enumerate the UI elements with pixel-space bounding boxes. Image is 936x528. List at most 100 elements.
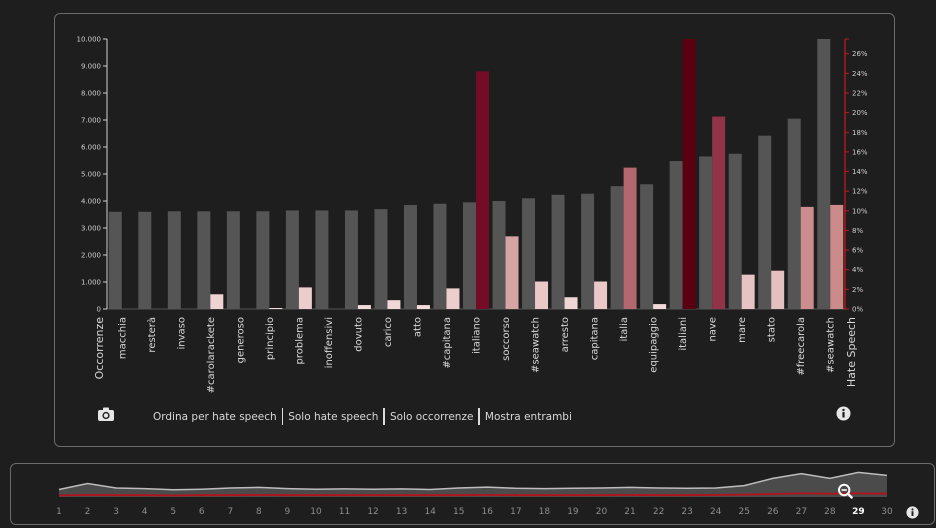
only-hate-button[interactable]: Solo hate speech <box>288 410 379 423</box>
x-tick-label: #seawatch <box>531 317 542 373</box>
x-tick-label: italia <box>619 317 630 342</box>
timeline-tick-label: 4 <box>142 507 148 517</box>
hate-bar <box>830 204 844 309</box>
sort-hate-button[interactable]: Ordina per hate speech <box>153 410 277 423</box>
occurrence-bar <box>433 203 447 309</box>
y-tick-label-right: 14% <box>852 168 868 176</box>
timeline-tick-label: 26 <box>767 507 779 517</box>
y-tick-label-right: 4% <box>852 266 863 274</box>
x-tick-label: nave <box>708 317 719 342</box>
y-tick-label-right: 6% <box>852 247 863 255</box>
zoom-handle <box>846 492 853 499</box>
y-tick-label-left: 0 <box>97 306 101 314</box>
timeline-tick-label: 27 <box>796 507 807 517</box>
x-tick-label: soccorso <box>501 317 512 361</box>
y-tick-label-right: 16% <box>852 148 868 156</box>
divider <box>478 408 480 425</box>
timeline-tick-label: 7 <box>227 507 233 517</box>
occurrence-bar <box>226 211 240 309</box>
y-tick-label-left: 3.000 <box>81 225 101 233</box>
timeline-tick-label: 10 <box>310 507 322 517</box>
y-tick-label-right: 2% <box>852 286 863 294</box>
hate-bar <box>476 71 489 310</box>
x-tick-label: equipaggio <box>649 317 660 373</box>
y-tick-label-right: 0% <box>852 306 863 314</box>
occurrence-bar <box>492 201 506 309</box>
occurrence-bar <box>167 211 181 309</box>
x-tick-label: macchia <box>117 317 128 359</box>
hate-bar <box>741 274 755 309</box>
x-tick-label: inoffensivi <box>324 317 335 368</box>
timeline-chart[interactable]: 1 2 3 4 5 6 7 8 9 10 11 12 13 14 15 16 17 18 19 20 21 22 23 24 2… <box>11 464 936 526</box>
hate-bar <box>446 288 460 309</box>
occurrence-bar <box>581 193 595 309</box>
show-both-button[interactable]: Mostra entrambi <box>484 410 572 423</box>
hate-bar <box>623 167 637 309</box>
hate-bar <box>712 116 726 310</box>
info-icon[interactable] <box>836 406 851 421</box>
x-tick-label: capitana <box>590 317 601 360</box>
timeline-tick-label: 24 <box>710 507 722 517</box>
occurrence-bar <box>699 156 713 309</box>
timeline-tick-label: 18 <box>539 507 551 517</box>
left-axis-title: Occorrenze <box>93 317 106 380</box>
y-tick-label-right: 24% <box>852 70 868 78</box>
divider <box>383 408 385 425</box>
hate-bar <box>298 287 312 309</box>
occurrence-bar <box>640 184 654 309</box>
x-tick-label: resterà <box>146 317 158 353</box>
timeline-tick-label: 6 <box>199 507 205 517</box>
x-tick-label: stato <box>767 317 778 342</box>
hate-bar <box>771 270 785 309</box>
occurrence-bar <box>315 210 329 309</box>
timeline-tick-label: 16 <box>482 507 494 517</box>
y-tick-label-left: 10.000 <box>77 36 102 44</box>
x-tick-label: italiano <box>472 317 483 354</box>
bar-chart: 0 1.000 2.000 3.000 4.000 5.000 6.000 7.000 8.00… <box>77 36 868 394</box>
hate-bar <box>210 294 224 309</box>
hate-bar <box>505 236 519 309</box>
y-tick-label-left: 8.000 <box>81 90 101 98</box>
y-tick-label-right: 22% <box>852 90 868 98</box>
occurrence-bar <box>344 210 358 309</box>
occurrence-bar <box>285 210 299 309</box>
chart-panel: 0 1.000 2.000 3.000 4.000 5.000 6.000 7.000 8.00… <box>54 13 895 447</box>
occurrence-bar <box>108 211 122 309</box>
y-tick-label-right: 12% <box>852 188 868 196</box>
occurrence-bar <box>522 198 536 309</box>
occurrence-bar <box>669 161 683 309</box>
timeline-tick-label: 15 <box>453 507 464 517</box>
timeline-tick-label: 28 <box>824 507 836 517</box>
camera-icon[interactable] <box>97 406 115 422</box>
occurrence-bar <box>374 209 388 309</box>
occurrence-bar <box>610 186 624 309</box>
timeline-occurrence-line <box>58 471 888 491</box>
y-tick-label-left: 6.000 <box>81 144 101 152</box>
y-tick-label-left: 1.000 <box>81 279 101 287</box>
y-tick-label-right: 8% <box>852 227 863 235</box>
timeline-tick-label: 23 <box>681 507 692 517</box>
occurrence-bar <box>463 202 476 309</box>
timeline-tick-label: 20 <box>596 507 608 517</box>
x-tick-label: dovuto <box>353 317 364 352</box>
hate-bar <box>653 304 667 309</box>
timeline-tick-label: 2 <box>85 507 91 517</box>
timeline-tick-label: 25 <box>739 507 750 517</box>
right-axis-title: Hate Speech <box>845 317 858 387</box>
hate-bar <box>269 308 283 309</box>
timeline-tick-label: 11 <box>339 507 350 517</box>
x-tick-label: italiani <box>678 317 689 351</box>
x-tick-label: arresto <box>560 317 571 352</box>
hate-bar <box>594 281 608 309</box>
y-tick-label-left: 9.000 <box>81 63 101 71</box>
occurrence-bar <box>138 211 152 309</box>
x-tick-label: #freecarola <box>796 317 807 376</box>
hate-bar <box>387 300 401 309</box>
timeline-tick-label: 30 <box>881 507 893 517</box>
zoom-out-icon[interactable] <box>837 483 853 499</box>
timeline-info-icon[interactable] <box>906 504 919 519</box>
x-tick-label: atto <box>412 317 423 337</box>
only-occurrences-button[interactable]: Solo occorrenze <box>389 410 474 423</box>
timeline-tick-label: 29 <box>852 507 865 517</box>
hate-bar <box>416 305 430 309</box>
